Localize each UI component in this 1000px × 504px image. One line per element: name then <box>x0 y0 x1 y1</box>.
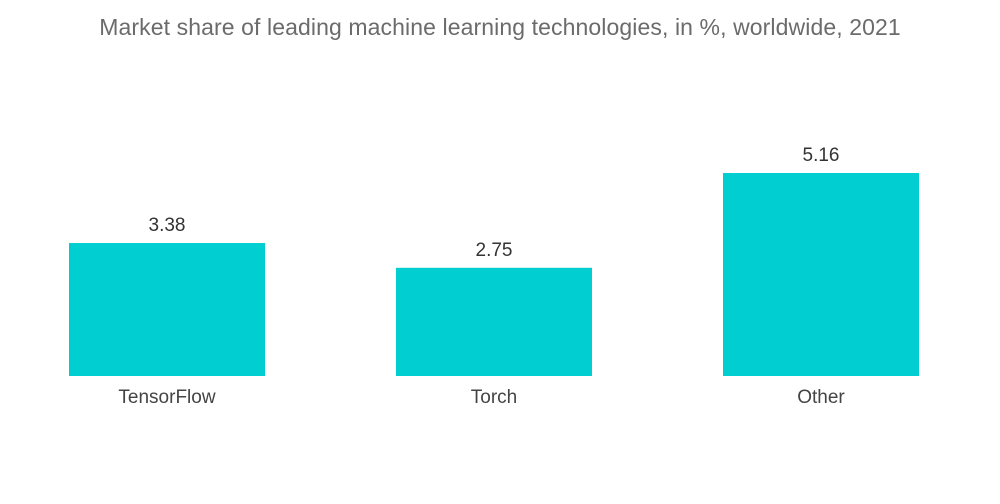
data-label: 2.75 <box>476 240 513 261</box>
bar-other <box>723 173 919 376</box>
chart-title: Market share of leading machine learning… <box>99 14 901 40</box>
data-label: 3.38 <box>149 215 186 236</box>
x-tick-label: TensorFlow <box>118 387 215 408</box>
x-tick-label: Torch <box>471 387 517 408</box>
data-label: 5.16 <box>803 145 840 166</box>
bar-tensorflow <box>69 243 265 376</box>
x-tick-label: Other <box>797 387 845 408</box>
bar-torch <box>396 267 592 376</box>
